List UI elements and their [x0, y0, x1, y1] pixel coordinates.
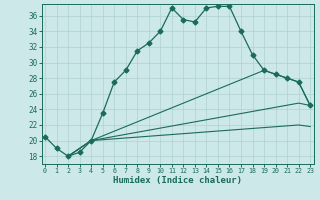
X-axis label: Humidex (Indice chaleur): Humidex (Indice chaleur)	[113, 176, 242, 185]
